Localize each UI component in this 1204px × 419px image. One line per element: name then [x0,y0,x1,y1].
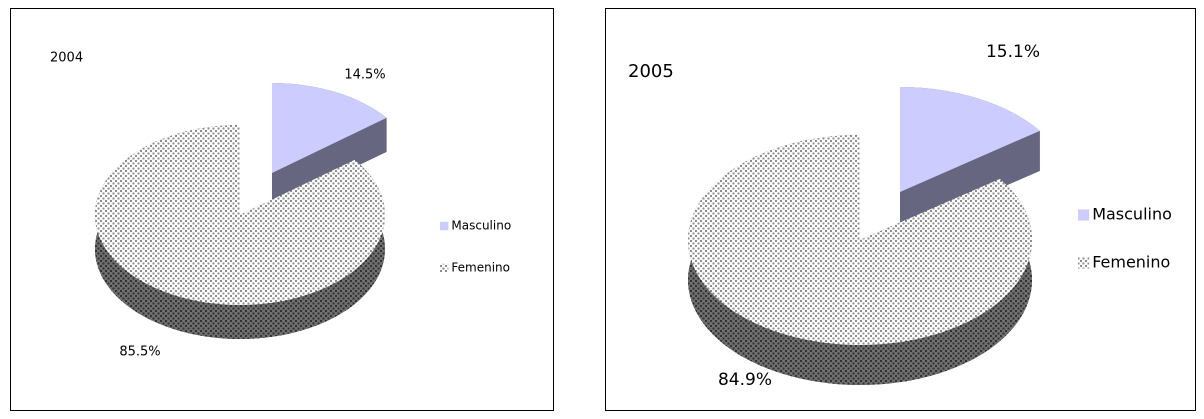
legend-swatch [440,221,449,231]
data-label: 15.1% [986,42,1040,62]
legend-label: Femenino [451,261,510,275]
slice [687,135,1032,345]
slice-radial-wall [272,117,387,207]
legend-swatch [1078,257,1090,269]
slice [272,83,387,173]
slice-radial-wall [900,130,1040,232]
legend-swatch [440,263,449,273]
data-label: 14.5% [344,68,385,83]
legend-label: Femenino [1092,253,1170,272]
chart-title: 2005 [628,61,674,82]
legend-label: Masculino [1092,205,1172,224]
legend-swatch [1078,209,1090,221]
data-label: 85.5% [119,345,160,360]
slice [95,125,386,305]
chart-title: 2004 [50,51,83,66]
legend-label: Masculino [451,219,511,233]
data-label: 84.9% [718,370,772,390]
slice [900,87,1040,192]
